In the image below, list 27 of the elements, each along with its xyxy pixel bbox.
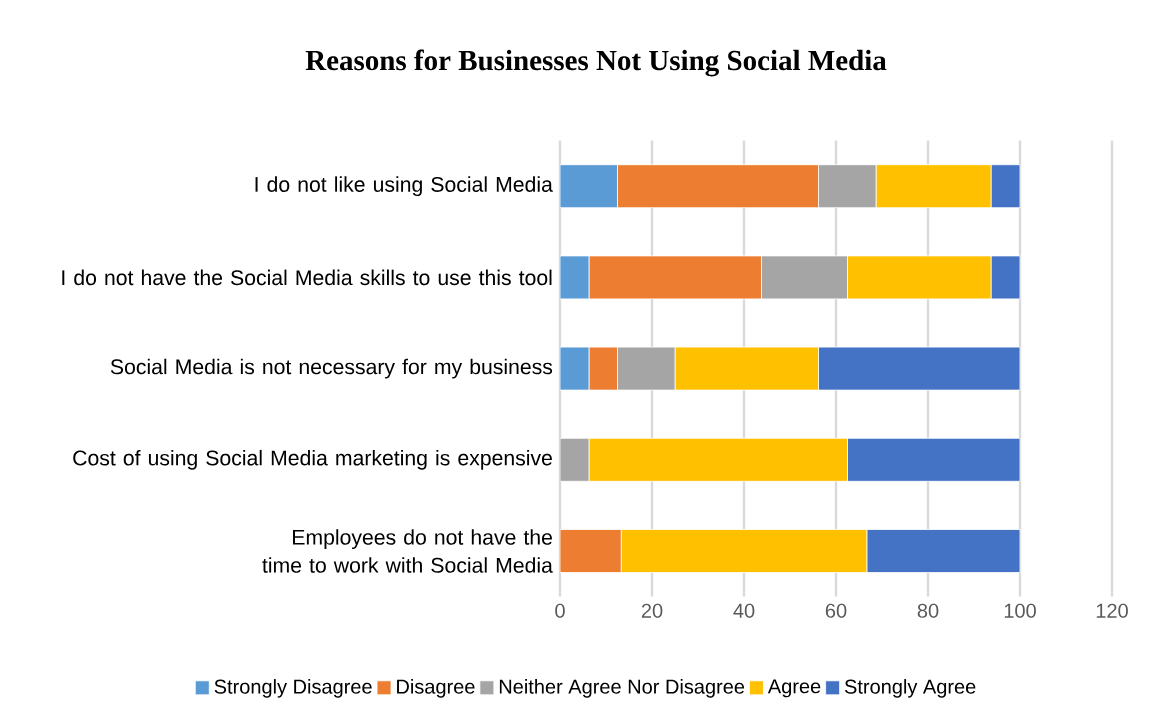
bar (617, 164, 819, 209)
x-tick-label: 120 (1096, 603, 1128, 619)
bar (560, 164, 618, 209)
bar (588, 346, 618, 391)
x-tick-label: 40 (733, 603, 755, 619)
legend-label: Strongly Disagree (214, 679, 372, 698)
legend-label: Disagree (397, 679, 475, 698)
y-tick-label: I do not have the Social Media skills to use this tool (62, 269, 552, 286)
y-tick-label: Employees do not have the time to work with Social Media (262, 529, 553, 574)
x-tick-label: 0 (555, 603, 565, 619)
y-tick-label: I do not like using Social Media (255, 176, 553, 197)
x-tick-label: 80 (917, 603, 939, 619)
bar (588, 255, 762, 300)
bar (617, 346, 676, 391)
x-tick-label: 60 (825, 603, 847, 619)
legend-label: Neither Agree Nor Disagree (499, 679, 745, 698)
bar (818, 164, 877, 209)
x-tick-label: 20 (641, 603, 663, 619)
x-tick-label: 100 (1004, 603, 1036, 619)
bar (560, 529, 622, 574)
legend-label: Agree (767, 679, 821, 698)
y-tick-label: Social Media is not necessary for my business (110, 358, 553, 379)
bar (761, 255, 848, 300)
y-tick-label: Cost of using Social Media marketing is expensive (73, 450, 552, 470)
bar (560, 438, 590, 482)
legend-label: Strongly Agree (844, 679, 976, 698)
chart-title: Reasons for Businesses Not Using Social Media (305, 49, 887, 77)
